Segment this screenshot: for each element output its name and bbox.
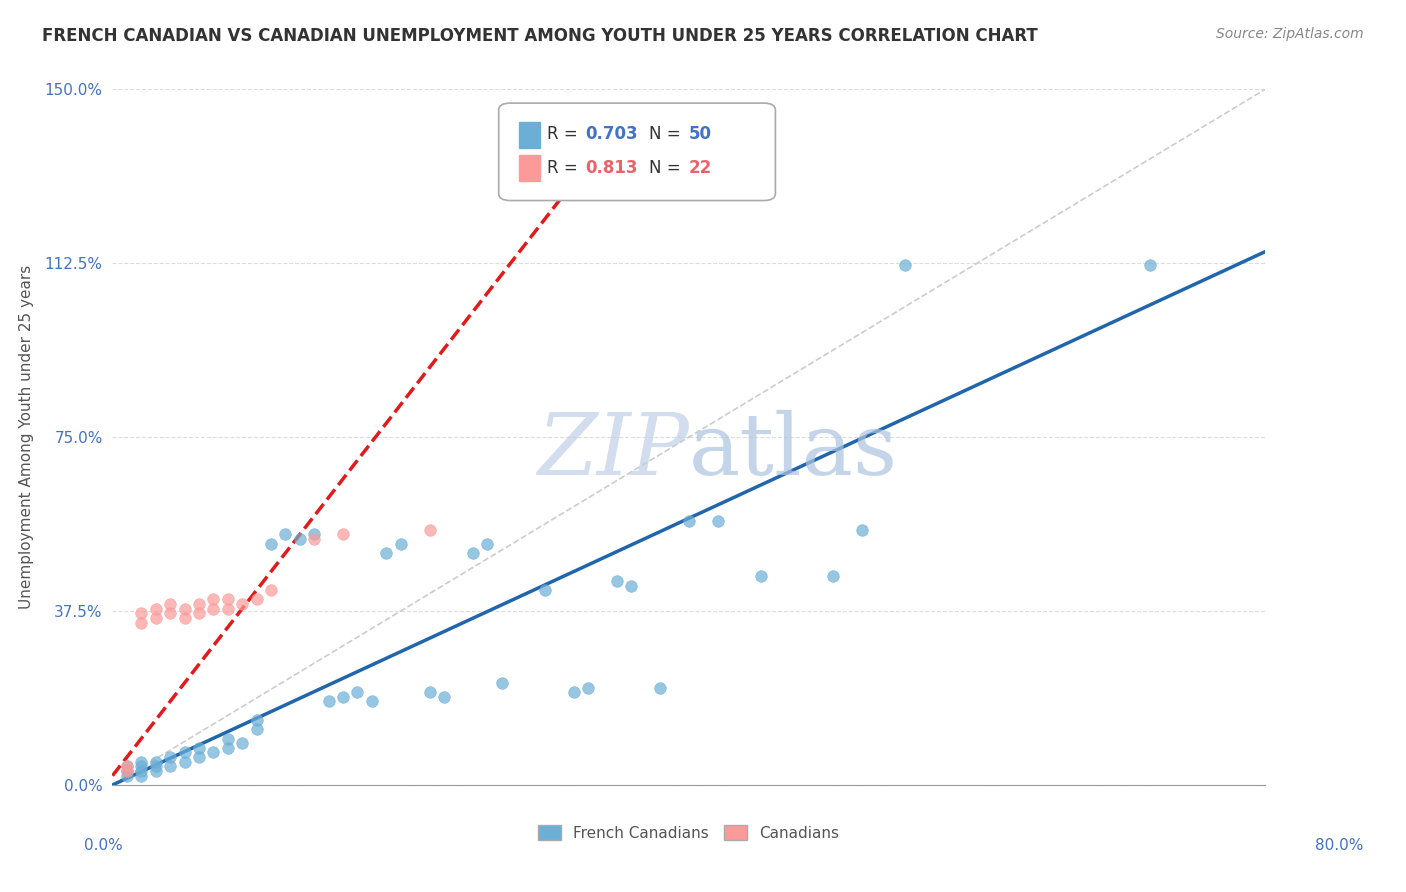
Point [145,764,167,778]
Point [115,764,138,778]
Point [749,569,772,583]
Text: 0.703: 0.703 [585,126,638,144]
Point [159,759,181,773]
Point [145,759,167,773]
Point [576,681,599,695]
Point [231,597,253,611]
Point [375,546,398,560]
Point [217,740,239,755]
Y-axis label: Unemployment Among Youth under 25 years: Unemployment Among Youth under 25 years [18,265,34,609]
Point [678,514,700,528]
Legend: French Canadians, Canadians: French Canadians, Canadians [533,819,845,847]
Point [332,690,354,704]
Point [159,607,181,621]
Point [606,574,628,588]
Point [129,755,153,769]
Text: Source: ZipAtlas.com: Source: ZipAtlas.com [1216,27,1364,41]
Point [1139,259,1161,273]
Point [304,532,326,546]
Point [202,746,225,760]
Point [188,750,211,764]
Point [288,532,311,546]
Point [217,592,239,607]
Point [145,611,167,625]
Point [202,601,225,615]
FancyBboxPatch shape [519,122,540,148]
Point [188,740,211,755]
Point [159,597,181,611]
FancyBboxPatch shape [499,103,776,201]
Point [173,611,195,625]
Point [246,713,269,727]
FancyBboxPatch shape [519,154,540,181]
Text: R =: R = [547,159,583,177]
Point [188,597,211,611]
Point [821,569,844,583]
Point [491,676,513,690]
Point [202,592,225,607]
Point [360,694,382,708]
Point [707,514,730,528]
Point [650,681,672,695]
Text: 0.813: 0.813 [585,159,638,177]
Point [129,764,153,778]
Point [419,523,441,537]
Text: 80.0%: 80.0% [1316,838,1364,854]
Text: N =: N = [648,159,686,177]
Point [115,769,138,783]
Point [159,750,181,764]
Point [260,537,283,551]
Point [145,755,167,769]
Text: 22: 22 [689,159,713,177]
Point [534,583,557,598]
Point [433,690,456,704]
Point [894,259,917,273]
Text: atlas: atlas [689,409,898,492]
Point [129,759,153,773]
Point [475,537,499,551]
Text: ZIP: ZIP [537,409,689,492]
Point [173,755,195,769]
Point [129,615,153,630]
Point [562,685,585,699]
Point [304,527,326,541]
Point [389,537,412,551]
Text: FRENCH CANADIAN VS CANADIAN UNEMPLOYMENT AMONG YOUTH UNDER 25 YEARS CORRELATION : FRENCH CANADIAN VS CANADIAN UNEMPLOYMENT… [42,27,1038,45]
Point [620,578,643,592]
Text: R =: R = [547,126,583,144]
Point [217,601,239,615]
Point [115,759,138,773]
Point [419,685,441,699]
Point [173,746,195,760]
Point [145,601,167,615]
Point [246,592,269,607]
Point [173,601,195,615]
Point [332,527,354,541]
Point [129,769,153,783]
Point [274,527,297,541]
Point [461,546,484,560]
Point [129,607,153,621]
Point [246,723,269,737]
Point [115,764,138,778]
Text: 0.0%: 0.0% [84,838,124,854]
Text: 50: 50 [689,126,711,144]
Point [217,731,239,746]
Point [260,583,283,598]
Point [188,607,211,621]
Point [851,523,873,537]
Point [346,685,368,699]
Point [318,694,340,708]
Point [231,736,253,750]
Text: N =: N = [648,126,686,144]
Point [115,759,138,773]
